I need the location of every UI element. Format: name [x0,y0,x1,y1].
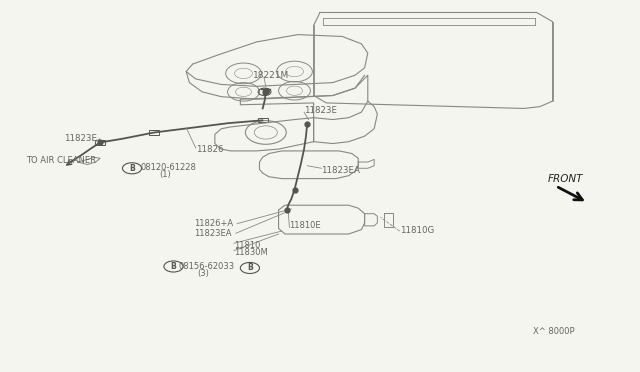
Text: 18221M: 18221M [253,71,289,80]
Text: B: B [247,263,253,272]
Bar [149,130,159,135]
Text: (1): (1) [159,170,171,179]
Text: 11823EA: 11823EA [321,166,360,175]
Bar [257,118,268,122]
Text: 08156-62033: 08156-62033 [179,262,235,271]
Text: FRONT: FRONT [548,174,583,184]
Text: 11826: 11826 [196,145,223,154]
Text: 11823E: 11823E [64,134,97,143]
Text: 11810: 11810 [234,241,260,250]
Text: 08120-61228: 08120-61228 [140,163,196,172]
Text: 11810E: 11810E [289,221,321,230]
Text: TO AIR CLEANER: TO AIR CLEANER [26,155,95,165]
Text: (3): (3) [198,269,209,278]
Bar [95,140,105,145]
Text: 11823EA: 11823EA [194,229,231,238]
Text: B: B [171,262,176,271]
Text: 11810G: 11810G [399,226,434,235]
Text: B: B [129,164,135,173]
Text: X^ 8000P: X^ 8000P [534,327,575,336]
Text: 11826+A: 11826+A [194,219,233,228]
Text: 11830M: 11830M [234,248,268,257]
Text: 11823E: 11823E [304,106,337,115]
